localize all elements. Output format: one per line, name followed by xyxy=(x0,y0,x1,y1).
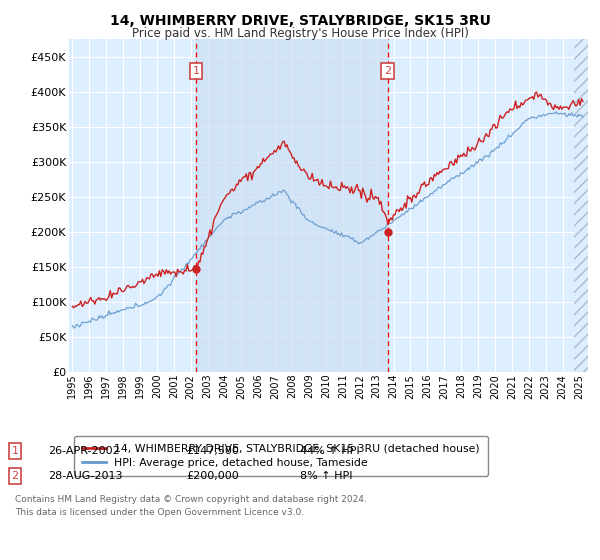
Text: 28-AUG-2013: 28-AUG-2013 xyxy=(48,471,122,481)
Text: 1: 1 xyxy=(11,446,19,456)
Text: 2: 2 xyxy=(11,471,19,481)
Text: Price paid vs. HM Land Registry's House Price Index (HPI): Price paid vs. HM Land Registry's House … xyxy=(131,27,469,40)
Text: 1: 1 xyxy=(193,66,200,76)
Text: £200,000: £200,000 xyxy=(186,471,239,481)
Text: 8% ↑ HPI: 8% ↑ HPI xyxy=(300,471,353,481)
Text: 26-APR-2002: 26-APR-2002 xyxy=(48,446,120,456)
Bar xyxy=(574,39,588,372)
Text: 2: 2 xyxy=(384,66,391,76)
Text: This data is licensed under the Open Government Licence v3.0.: This data is licensed under the Open Gov… xyxy=(15,508,304,517)
Bar xyxy=(196,39,388,372)
Text: 14, WHIMBERRY DRIVE, STALYBRIDGE, SK15 3RU: 14, WHIMBERRY DRIVE, STALYBRIDGE, SK15 3… xyxy=(110,14,490,28)
Text: Contains HM Land Registry data © Crown copyright and database right 2024.: Contains HM Land Registry data © Crown c… xyxy=(15,495,367,504)
Legend: 14, WHIMBERRY DRIVE, STALYBRIDGE, SK15 3RU (detached house), HPI: Average price,: 14, WHIMBERRY DRIVE, STALYBRIDGE, SK15 3… xyxy=(74,436,488,475)
Text: 44% ↑ HPI: 44% ↑ HPI xyxy=(300,446,359,456)
Text: £147,500: £147,500 xyxy=(186,446,239,456)
